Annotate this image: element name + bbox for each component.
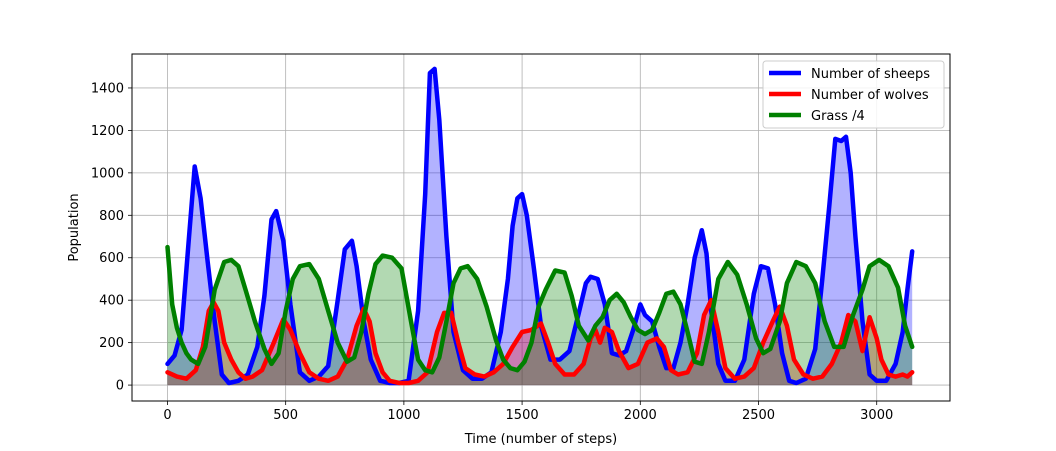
axis-ticks: 0 500 1000 1500 2000 2500 3000 0 200 400 600 800 100… bbox=[91, 81, 893, 423]
x-axis-label: Time (number of steps) bbox=[464, 432, 618, 447]
x-tick-label: 0 bbox=[163, 408, 171, 423]
x-tick-label: 1000 bbox=[387, 408, 420, 423]
y-tick-label: 400 bbox=[99, 294, 124, 309]
y-tick-label: 200 bbox=[99, 336, 124, 351]
line-grass bbox=[165, 244, 915, 375]
x-tick-label: 1500 bbox=[506, 408, 539, 423]
y-tick-label: 0 bbox=[116, 379, 124, 394]
y-tick-label: 600 bbox=[99, 251, 124, 266]
x-tick-label: 3000 bbox=[860, 408, 893, 423]
y-tick-label: 800 bbox=[99, 209, 124, 224]
area-wolves bbox=[167, 300, 913, 386]
legend-label-wolves: Number of wolves bbox=[811, 88, 929, 103]
legend-box bbox=[762, 60, 945, 129]
line-wolves bbox=[165, 297, 915, 386]
legend-label-grass: Grass /4 bbox=[811, 109, 865, 124]
legend: Number of sheeps Number of wolves Grass … bbox=[762, 60, 945, 129]
legend-label-sheeps: Number of sheeps bbox=[811, 67, 930, 82]
x-tick-label: 500 bbox=[273, 408, 298, 423]
series-lines bbox=[165, 66, 915, 386]
x-tick-label: 2000 bbox=[624, 408, 657, 423]
y-tick-label: 1200 bbox=[91, 124, 124, 139]
y-tick-label: 1400 bbox=[91, 81, 124, 96]
y-tick-label: 1000 bbox=[91, 166, 124, 181]
y-axis-label: Population bbox=[67, 193, 82, 261]
plot-frame bbox=[131, 53, 951, 402]
line-sheeps bbox=[165, 66, 915, 386]
x-tick-label: 2500 bbox=[742, 408, 775, 423]
area-sheeps bbox=[167, 68, 913, 386]
